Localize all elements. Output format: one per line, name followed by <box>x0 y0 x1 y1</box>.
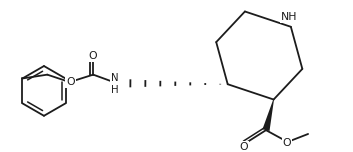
Text: N
H: N H <box>112 73 119 95</box>
Text: O: O <box>66 77 74 87</box>
Text: O: O <box>240 142 248 152</box>
Text: O: O <box>283 138 291 148</box>
Text: O: O <box>88 50 97 60</box>
Text: NH: NH <box>281 12 298 22</box>
Polygon shape <box>262 99 274 131</box>
